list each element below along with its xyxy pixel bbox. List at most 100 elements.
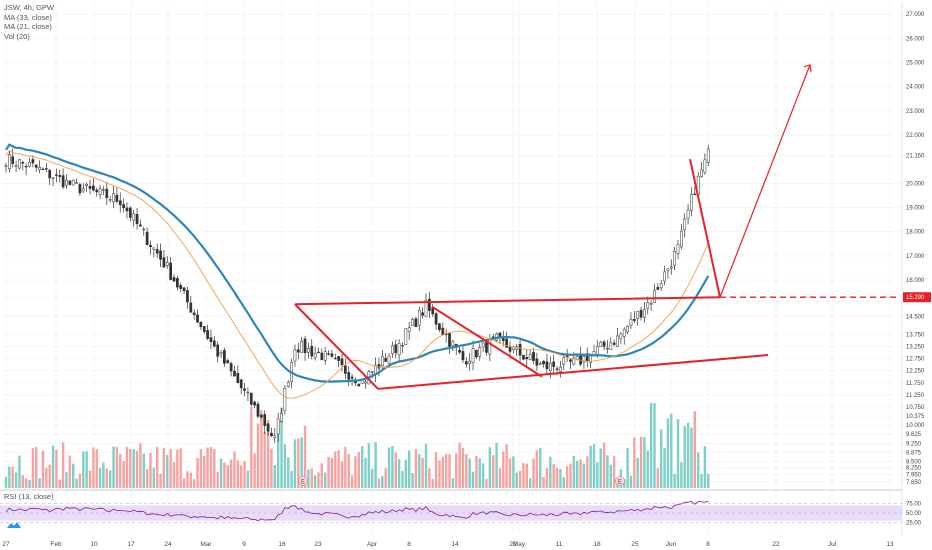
volume-bar — [18, 455, 21, 488]
candle-body — [414, 318, 418, 327]
x-tick-label: 27 — [2, 541, 10, 548]
volume-bar — [582, 463, 586, 488]
volume-bar — [320, 463, 324, 488]
y-tick-label: 10.000 — [906, 423, 925, 429]
candle-body — [14, 165, 18, 167]
volume-bar — [129, 448, 132, 488]
volume-bar — [139, 443, 142, 488]
candle-body — [491, 336, 495, 338]
volume-bar — [418, 454, 421, 488]
candle-body — [555, 368, 559, 370]
volume-bar — [465, 454, 468, 488]
candle-body — [88, 186, 92, 189]
y-tick-label: 21.150 — [906, 154, 925, 160]
volume-bar — [434, 452, 438, 488]
volume-bar — [142, 453, 145, 488]
volume-bar — [680, 462, 683, 488]
pattern-leg-2 — [431, 305, 543, 378]
candle-body — [461, 351, 465, 361]
volume-bar — [535, 450, 539, 488]
volume-bar — [576, 460, 579, 488]
volume-bar — [260, 410, 263, 488]
rsi-legend[interactable]: RSI (13, close) — [4, 492, 54, 501]
volume-bar — [310, 468, 313, 488]
candle-body — [505, 338, 508, 348]
candle-body — [142, 228, 146, 231]
candle-body — [115, 194, 119, 202]
volume-bar — [350, 475, 354, 488]
candle-body — [428, 298, 431, 311]
candle-body — [51, 177, 55, 179]
volume-bar — [643, 437, 646, 488]
candle-body — [199, 321, 203, 328]
candle-body — [663, 271, 666, 282]
pattern-leg-1 — [294, 303, 379, 390]
candle-body — [139, 224, 142, 227]
candle-body — [683, 218, 687, 230]
candle-body — [68, 180, 72, 185]
volume-bar — [273, 464, 276, 488]
candle-body — [192, 312, 196, 316]
candle-body — [122, 204, 125, 209]
volume-bar — [579, 459, 582, 488]
volume-label[interactable]: Vol (20) — [4, 31, 30, 41]
candle-body — [666, 268, 670, 271]
rsi-tick-label: 75.00 — [906, 502, 922, 508]
x-tick-label: 23 — [314, 541, 322, 548]
candle-body — [152, 247, 156, 250]
volume-bar — [653, 403, 656, 488]
volume-bar — [444, 453, 448, 488]
volume-bar — [656, 468, 660, 488]
candle-body — [276, 418, 280, 435]
candle-body — [700, 169, 703, 177]
volume-bar — [532, 458, 535, 488]
candle-body — [34, 164, 38, 168]
candle-body — [538, 363, 542, 365]
candle-body — [172, 277, 176, 282]
candle-body — [498, 332, 502, 337]
candle-body — [145, 231, 149, 246]
candle-body — [680, 230, 683, 248]
candle-body — [575, 356, 579, 360]
volume-bar — [327, 456, 330, 488]
candle-body — [337, 356, 340, 361]
rsi-tick-label: 25.00 — [906, 521, 922, 527]
volume-bar — [629, 475, 633, 488]
volume-bar — [68, 455, 72, 488]
volume-bar — [374, 442, 377, 488]
candle-body — [323, 351, 327, 361]
candle-body — [186, 290, 189, 303]
volume-bar — [317, 472, 320, 488]
candle-body — [488, 339, 492, 355]
volume-bar — [182, 478, 186, 488]
trendline-drawings[interactable] — [294, 64, 900, 390]
x-tick-label: 13 — [886, 541, 894, 548]
y-tick-label: 25.000 — [906, 60, 925, 66]
resistance-price-box — [903, 292, 931, 303]
symbol-label[interactable]: JSW, 4h, GPW — [4, 3, 55, 12]
volume-bar — [105, 468, 108, 488]
ma33-line — [5, 143, 710, 383]
candle-body — [31, 159, 35, 164]
candle-body — [38, 166, 41, 170]
candle-body — [209, 337, 213, 342]
ma33-label[interactable]: MA (33, close) — [4, 12, 52, 22]
candle-body — [518, 344, 522, 356]
candle-body — [542, 360, 545, 365]
ma21-label[interactable]: MA (21, close) — [4, 22, 52, 31]
volume-bar — [38, 478, 41, 488]
volume-bar — [663, 448, 666, 488]
candle-body — [330, 353, 334, 357]
volume-bar — [700, 473, 703, 488]
candle-body — [280, 413, 283, 422]
volume-bar — [203, 456, 206, 488]
x-tick-label: Jun — [666, 541, 677, 548]
y-tick-label: 26.000 — [906, 36, 925, 42]
candle-body — [411, 319, 414, 327]
tradingview-logo-icon[interactable] — [6, 520, 22, 530]
x-tick-label: 16 — [278, 541, 286, 548]
candle-body — [229, 363, 233, 372]
volume-bar — [88, 470, 92, 488]
volume-bar — [539, 448, 542, 488]
